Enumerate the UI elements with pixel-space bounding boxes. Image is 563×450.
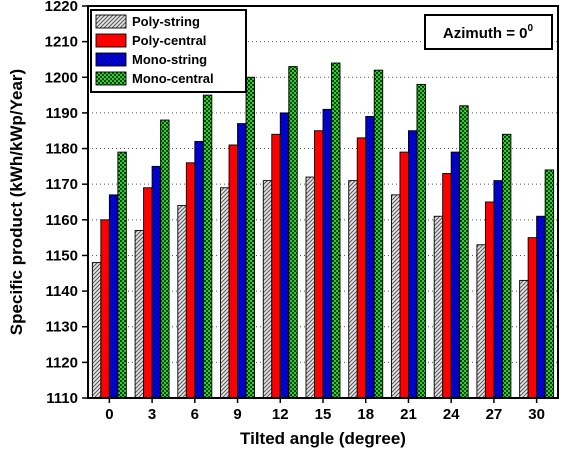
bar-poly-central-0 xyxy=(100,219,110,399)
y-tick-label: 1180 xyxy=(45,141,78,158)
x-axis-title: Tilted angle (degree) xyxy=(240,429,406,448)
bar-mono-string-18 xyxy=(365,116,375,399)
x-tick-label: 9 xyxy=(233,406,241,423)
legend-label: Mono-string xyxy=(132,52,207,67)
bar-mono-string-12 xyxy=(279,112,290,399)
bar-mono-string-27 xyxy=(493,180,503,399)
bar-poly-central-3 xyxy=(143,187,153,399)
bar-mono-string-9 xyxy=(237,123,247,399)
y-tick-label: 1190 xyxy=(45,105,78,122)
bar-poly-string-24 xyxy=(433,215,444,399)
bar-mono-central-0 xyxy=(117,151,127,399)
bar-poly-central-12 xyxy=(271,133,281,399)
x-tick-label: 21 xyxy=(400,406,417,423)
bar-mono-central-6 xyxy=(202,94,213,399)
bar-poly-string-3 xyxy=(134,230,145,399)
bar-mono-string-21 xyxy=(408,130,418,399)
bar-mono-string-15 xyxy=(322,108,332,399)
bar-poly-central-21 xyxy=(399,151,409,399)
bar-poly-central-18 xyxy=(356,137,367,399)
x-tick-label: 0 xyxy=(105,406,113,423)
bar-poly-central-27 xyxy=(484,201,495,399)
x-tick-label: 3 xyxy=(148,406,156,423)
x-tick-label: 30 xyxy=(528,406,545,423)
x-tick-label: 12 xyxy=(272,406,289,423)
bar-mono-central-18 xyxy=(373,69,384,399)
y-tick-label: 1160 xyxy=(45,212,78,229)
bar-mono-string-30 xyxy=(536,215,546,399)
y-tick-label: 1130 xyxy=(45,319,78,336)
bar-mono-central-24 xyxy=(459,105,469,399)
bar-mono-string-24 xyxy=(450,151,461,399)
bar-mono-central-30 xyxy=(544,169,555,399)
x-tick-label: 24 xyxy=(443,406,460,423)
tick-labels: 1110 1120 1130 1140 1150 1160 1170 1180 1190 1200… xyxy=(45,0,545,423)
bar-mono-central-12 xyxy=(288,66,298,399)
legend-label: Poly-string xyxy=(132,14,200,29)
bar-poly-string-18 xyxy=(348,180,358,399)
y-tick-label: 1120 xyxy=(45,354,78,371)
bar-mono-string-0 xyxy=(108,194,119,399)
bar-poly-central-15 xyxy=(314,130,324,399)
bar-poly-central-9 xyxy=(228,144,238,399)
y-tick-label: 1210 xyxy=(45,34,78,51)
bar-poly-string-30 xyxy=(519,279,529,399)
annotation-text: Azimuth = 00 xyxy=(443,23,534,42)
bar-poly-central-24 xyxy=(442,173,452,399)
legend-label: Mono-central xyxy=(132,71,214,86)
x-tick-label: 27 xyxy=(486,406,503,423)
x-tick-label: 15 xyxy=(315,406,332,423)
bar-poly-central-6 xyxy=(185,162,196,399)
x-tick-label: 6 xyxy=(191,406,199,423)
azimuth-annotation: Azimuth = 00 xyxy=(424,14,553,50)
legend: Poly-string Poly-central Mono-string Mono-c… xyxy=(90,9,247,93)
bar-mono-central-15 xyxy=(331,62,341,399)
x-tick-label: 18 xyxy=(357,406,374,423)
bar-poly-string-0 xyxy=(91,262,102,399)
axes xyxy=(82,5,559,403)
legend-swatch xyxy=(95,71,127,86)
bar-mono-string-6 xyxy=(194,140,204,399)
bar-poly-string-15 xyxy=(305,176,315,399)
bar-poly-string-9 xyxy=(220,187,230,399)
y-axis-title: Specific product (kWh/kWp/Year) xyxy=(7,69,26,335)
y-tick-label: 1220 xyxy=(45,0,78,15)
legend-swatch xyxy=(95,14,127,29)
bar-mono-string-3 xyxy=(151,165,162,399)
bar-mono-central-3 xyxy=(160,119,170,399)
bar-mono-central-9 xyxy=(245,76,255,399)
bar-mono-central-21 xyxy=(416,83,426,399)
y-tick-label: 1170 xyxy=(45,176,78,193)
annotation-box xyxy=(424,14,553,50)
y-tick-label: 1110 xyxy=(46,390,78,407)
bar-poly-central-30 xyxy=(527,237,538,399)
bar-mono-central-27 xyxy=(501,133,512,399)
bar-poly-string-12 xyxy=(262,180,273,399)
bar-poly-string-21 xyxy=(391,194,401,399)
legend-swatch xyxy=(95,33,127,48)
bar-poly-string-6 xyxy=(177,205,187,399)
legend-swatch xyxy=(95,52,127,67)
y-tick-label: 1140 xyxy=(45,283,78,300)
bars xyxy=(91,62,555,399)
legend-label: Poly-central xyxy=(132,33,206,48)
bar-poly-string-27 xyxy=(476,244,486,399)
y-tick-label: 1200 xyxy=(45,69,78,86)
y-tick-label: 1150 xyxy=(45,247,78,264)
